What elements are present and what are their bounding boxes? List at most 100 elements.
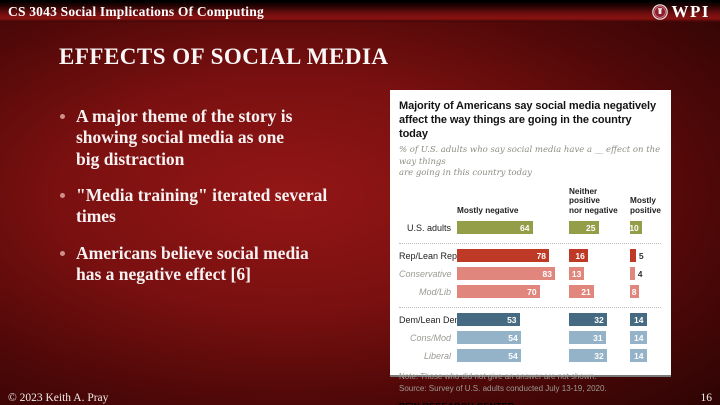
bullet-item: "Media training" iterated several times xyxy=(60,185,382,228)
row-label: Cons/Mod xyxy=(409,332,451,343)
bullet-list: A major theme of the story is showing so… xyxy=(60,106,382,300)
bullet-text: "Media training" iterated several times xyxy=(76,185,328,227)
bullet-dot-icon xyxy=(60,250,65,256)
bar-segment: 32 xyxy=(569,349,607,363)
bar-segment: 25 xyxy=(569,221,599,235)
bar-segment xyxy=(630,267,635,281)
bar-cell: 32 xyxy=(569,313,630,327)
chart-row: Rep/Lean Rep 78 16 5 xyxy=(399,249,661,263)
bar-value: 16 xyxy=(575,250,585,261)
row-label: Mod/Lib xyxy=(418,286,451,297)
bar-segment: 13 xyxy=(569,267,585,281)
bar-value: 32 xyxy=(594,314,604,325)
bar-segment: 83 xyxy=(457,267,555,281)
row-label: Rep/Lean Rep xyxy=(399,250,458,261)
copyright: © 2023 Keith A. Pray xyxy=(8,392,109,404)
bar-cell: 14 xyxy=(630,313,661,327)
bar-segment: 14 xyxy=(630,331,647,345)
chart-row: Dem/Lean Dem 53 32 14 xyxy=(399,313,661,327)
bullet-text: Americans believe social media has a neg… xyxy=(76,242,309,285)
bar-segment: 64 xyxy=(457,221,533,235)
row-label: Liberal xyxy=(423,350,451,361)
bar-segment: 32 xyxy=(569,313,607,327)
bar-cell: 13 xyxy=(569,267,630,281)
col-header-mostly-negative: Mostly negative xyxy=(457,206,519,216)
row-label: U.S. adults xyxy=(406,222,451,233)
bar-segment: 8 xyxy=(630,285,640,299)
bar-value: 4 xyxy=(637,268,643,279)
bar-segment: 31 xyxy=(569,331,606,345)
bar-cell: 53 xyxy=(457,313,569,327)
chart-row: Cons/Mod 54 31 14 xyxy=(399,331,661,345)
bar-segment xyxy=(630,249,636,263)
wpi-logo: WPI xyxy=(651,2,711,22)
col-header-neither: Neither positive nor negative xyxy=(569,186,618,216)
bullet-text: A major theme of the story is showing so… xyxy=(76,106,293,169)
bar-cell: 70 xyxy=(457,285,569,299)
bar-cell: 83 xyxy=(457,267,569,281)
bar-cell: 4 xyxy=(630,267,661,281)
chart-brand: PEW RESEARCH CENTER xyxy=(399,401,661,405)
bar-value: 70 xyxy=(527,286,537,297)
bullet-item: Americans believe social media has a neg… xyxy=(60,243,382,286)
bar-segment: 14 xyxy=(630,313,647,327)
bar-value: 83 xyxy=(542,268,552,279)
dotted-divider xyxy=(399,243,661,245)
bar-segment: 16 xyxy=(569,249,588,263)
slide-title: EFFECTS OF SOCIAL MEDIA xyxy=(59,44,389,69)
row-label: Dem/Lean Dem xyxy=(399,314,463,325)
bar-value: 21 xyxy=(581,286,591,297)
wpi-seal-icon xyxy=(651,4,668,20)
bar-segment: 21 xyxy=(569,285,594,299)
bar-segment: 14 xyxy=(630,349,647,363)
bar-cell: 31 xyxy=(569,331,630,345)
bar-cell: 64 xyxy=(457,221,569,235)
chart-note: Note: Those who did not give an answer a… xyxy=(399,372,597,382)
chart-column-headers: Mostly negative Neither positive nor neg… xyxy=(399,187,661,217)
bar-cell: 16 xyxy=(569,249,630,263)
bar-cell: 54 xyxy=(457,331,569,345)
bar-cell: 21 xyxy=(569,285,630,299)
page-number: 16 xyxy=(700,392,713,404)
bar-value: 32 xyxy=(594,350,604,361)
bar-segment: 10 xyxy=(629,221,642,235)
bar-cell: 10 xyxy=(629,221,661,235)
pew-chart-panel: Majority of Americans say social media n… xyxy=(390,90,671,405)
chart-row: Liberal 54 32 14 xyxy=(399,349,661,363)
bar-cell: 32 xyxy=(569,349,630,363)
bar-value: 31 xyxy=(593,332,603,343)
chart-subtitle: % of U.S. adults who say social media ha… xyxy=(399,145,661,179)
header-bar: CS 3043 Social Implications Of Computing… xyxy=(0,0,720,22)
bar-segment: 54 xyxy=(457,331,521,345)
dotted-divider xyxy=(399,307,661,309)
bar-value: 54 xyxy=(508,350,518,361)
bar-value: 8 xyxy=(631,286,637,297)
bar-value: 54 xyxy=(508,332,518,343)
bar-value: 10 xyxy=(629,222,639,233)
bar-segment: 53 xyxy=(457,313,520,327)
bar-segment: 78 xyxy=(457,249,550,263)
chart-source: Source: Survey of U.S. adults conducted … xyxy=(399,384,607,394)
bar-segment: 54 xyxy=(457,349,521,363)
footer-bar: © 2023 Keith A. Pray 16 xyxy=(0,392,720,404)
bullet-dot-icon xyxy=(60,114,65,119)
chart-row: Conservative 83 13 4 xyxy=(399,267,661,281)
bar-value: 5 xyxy=(638,250,644,261)
bar-cell: 5 xyxy=(630,249,661,263)
bar-value: 78 xyxy=(536,250,547,261)
bar-value: 14 xyxy=(634,350,644,361)
chart-row: Mod/Lib 70 21 8 xyxy=(399,285,661,299)
bar-value: 13 xyxy=(571,268,582,279)
bar-cell: 78 xyxy=(457,249,569,263)
bullet-dot-icon xyxy=(60,193,65,199)
bar-cell: 14 xyxy=(630,331,661,345)
course-title: CS 3043 Social Implications Of Computing xyxy=(8,4,264,19)
bar-segment: 70 xyxy=(457,285,540,299)
bar-value: 53 xyxy=(507,314,517,325)
bullet-item: A major theme of the story is showing so… xyxy=(60,106,382,170)
bar-value: 25 xyxy=(586,222,596,233)
wpi-logo-text: WPI xyxy=(671,2,710,21)
chart-rows: U.S. adults 64 25 10 Rep/Lean Rep 78 16 5 Conser… xyxy=(399,221,661,363)
bar-value: 14 xyxy=(634,314,644,325)
